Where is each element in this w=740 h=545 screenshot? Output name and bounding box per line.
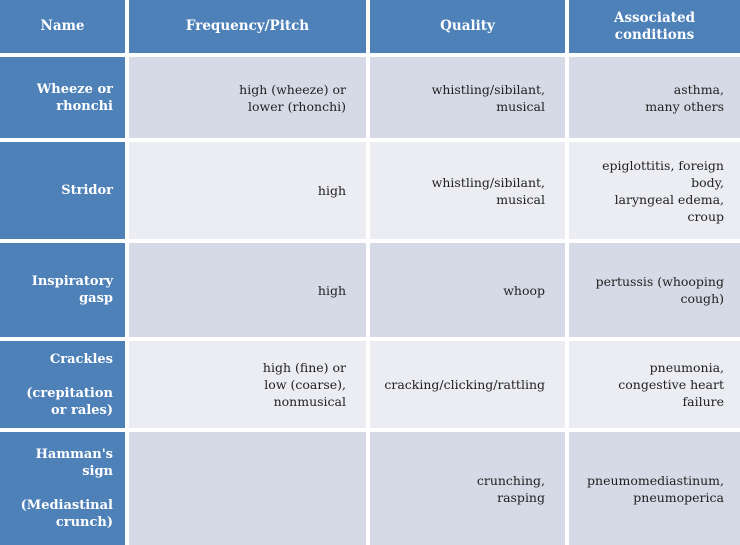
cell-crackles-quality: cracking/clicking/rattling [370, 341, 565, 428]
cell-wheeze-conditions: asthma, many others [569, 57, 740, 138]
cell-stridor-quality: whistling/sibilant, musical [370, 142, 565, 239]
cell-stridor-conditions: epiglottitis, foreign body, laryngeal ed… [569, 142, 740, 239]
column-header-name: Name [0, 0, 125, 53]
cell-stridor-frequency: high [129, 142, 366, 239]
column-header-frequency-pitch: Frequency/Pitch [129, 0, 366, 53]
column-header-quality: Quality [370, 0, 565, 53]
column-header-associated-conditions: Associated conditions [569, 0, 740, 53]
cell-gasp-frequency: high [129, 243, 366, 337]
row-header-crackles: Crackles (crepitation or rales) [0, 341, 125, 428]
row-header-hammans-sign: Hamman's sign (Mediastinal crunch) [0, 432, 125, 545]
cell-wheeze-frequency: high (wheeze) or lower (rhonchi) [129, 57, 366, 138]
row-header-stridor: Stridor [0, 142, 125, 239]
row-header-inspiratory-gasp: Inspiratory gasp [0, 243, 125, 337]
cell-hamman-quality: crunching, rasping [370, 432, 565, 545]
cell-wheeze-quality: whistling/sibilant, musical [370, 57, 565, 138]
cell-gasp-quality: whoop [370, 243, 565, 337]
cell-hamman-frequency [129, 432, 366, 545]
cell-hamman-conditions: pneumomediastinum, pneumoperica [569, 432, 740, 545]
row-header-wheeze-or-rhonchi: Wheeze or rhonchi [0, 57, 125, 138]
cell-crackles-frequency: high (fine) or low (coarse), nonmusical [129, 341, 366, 428]
cell-crackles-conditions: pneumonia, congestive heart failure [569, 341, 740, 428]
cell-gasp-conditions: pertussis (whooping cough) [569, 243, 740, 337]
